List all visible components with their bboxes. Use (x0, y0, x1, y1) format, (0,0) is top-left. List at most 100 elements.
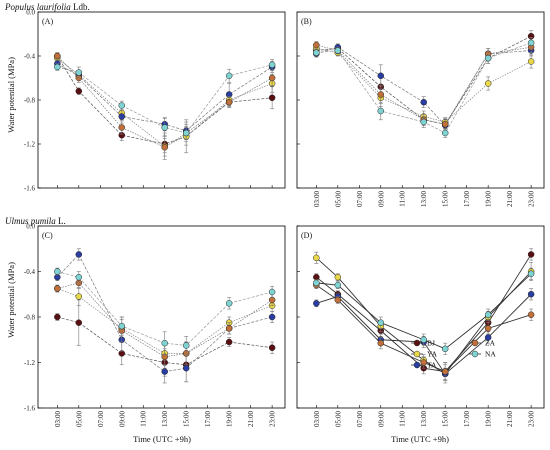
data-point-BJ (225, 338, 233, 346)
series-NA (54, 267, 276, 355)
data-point-NA (268, 288, 276, 296)
panels-group: 0.0 -0.4 -0.8 -1.2 -1.6 (A) Populus laurifolia… (4, 2, 545, 427)
legend-item-ZA: ZA (469, 339, 496, 348)
data-point-TA (527, 291, 535, 298)
x-tick-label: 15:00 (442, 191, 450, 207)
x-tick-label: 23:00 (269, 411, 277, 427)
data-point-NA (527, 39, 535, 47)
legend: BJ YA TA ZA NA (411, 339, 496, 370)
legend-marker (413, 350, 421, 358)
species-name: Populus laurifolia (4, 2, 71, 12)
y-tick-label: -1.2 (24, 141, 36, 149)
data-point-BJ (75, 319, 83, 326)
data-point-ZA (527, 311, 535, 318)
data-point-NA (313, 49, 320, 56)
series-line (316, 254, 532, 373)
y-tick-label: -1.6 (24, 405, 36, 413)
species-heading: Populus laurifolia Ldb. (4, 2, 90, 12)
data-point-TA (377, 72, 385, 80)
y-axis-title-bottom: Water potential (MPa) (6, 262, 16, 338)
data-point-YA (75, 293, 83, 300)
legend-label: ZA (485, 339, 496, 348)
x-tick-label: 15:00 (442, 411, 450, 427)
data-point-ZA (225, 325, 233, 332)
data-point-NA (75, 273, 83, 281)
y-tick-label: -1.6 (24, 185, 36, 193)
data-point-NA (182, 342, 190, 349)
x-tick-label: 19:00 (226, 411, 234, 427)
data-point-ZA (334, 296, 342, 304)
data-point-TA (420, 98, 427, 106)
data-point-ZA (54, 52, 61, 60)
series-NA (313, 36, 535, 138)
data-point-BJ (268, 94, 276, 102)
data-point-ZA (377, 91, 385, 98)
x-tick-label: 17:00 (463, 411, 471, 427)
x-tick-label: 13:00 (161, 411, 169, 427)
data-point-NA (334, 47, 342, 54)
data-point-YA (527, 58, 535, 65)
data-point-NA (54, 63, 61, 71)
y-tick-label: -0.4 (24, 268, 36, 276)
series-ZA (54, 52, 276, 157)
series-NA (54, 58, 276, 140)
data-point-NA (527, 270, 535, 278)
legend-marker (471, 350, 479, 358)
data-point-NA (54, 268, 61, 275)
data-point-YA (313, 254, 320, 262)
y-tick-label: 0.0 (26, 9, 35, 17)
panel-label: (A) (42, 17, 53, 26)
data-point-ZA (313, 41, 320, 49)
x-tick-label: 19:00 (485, 411, 493, 427)
panel-label: (B) (301, 17, 312, 26)
data-point-ZA (377, 339, 385, 347)
data-point-TA (313, 300, 320, 307)
data-point-ZA (161, 144, 168, 151)
data-point-TA (75, 251, 83, 258)
data-point-NA (313, 279, 320, 287)
data-point-NA (420, 118, 427, 126)
panel-frame (37, 225, 286, 409)
x-tick-label: 09:00 (377, 411, 385, 427)
x-tick-label: 07:00 (356, 191, 364, 207)
data-point-TA (268, 313, 276, 321)
x-tick-label: 11:00 (399, 411, 407, 427)
data-point-YA (484, 80, 492, 87)
data-point-YA (334, 273, 342, 281)
data-point-ZA (420, 359, 427, 366)
data-point-NA (161, 339, 168, 347)
data-point-NA (441, 129, 449, 137)
data-point-TA (182, 364, 190, 372)
data-point-NA (161, 124, 168, 131)
x-tick-label: 03:00 (313, 191, 321, 207)
x-tick-label: 09:00 (377, 191, 385, 207)
x-tick-label: 03:00 (54, 411, 62, 427)
x-tick-label: 05:00 (75, 411, 83, 427)
legend-label: TA (427, 361, 437, 370)
data-point-BJ (268, 344, 276, 351)
x-axis-title-left: Time (UTC +9h) (133, 434, 191, 444)
panel-0: 0.0 -0.4 -0.8 -1.2 -1.6 (A) Populus laurifolia… (4, 2, 286, 193)
legend-marker (413, 361, 421, 369)
panel-2: 0.0 -0.4 -0.8 -1.2 -1.6 03:00 05:00 07:00 09:00 1… (5, 216, 286, 427)
legend-item-BJ: BJ (411, 339, 435, 348)
x-tick-label: 19:00 (485, 191, 493, 207)
species-author: L. (56, 216, 66, 226)
data-point-NA (225, 72, 233, 80)
legend-label: NA (485, 350, 496, 359)
x-tick-label: 21:00 (506, 411, 514, 427)
data-point-NA (268, 61, 276, 69)
panel-3: 03:00 05:00 07:00 09:00 11:00 13:00 15:00 17:00… (296, 225, 545, 427)
legend-marker (413, 339, 421, 347)
data-point-TA (484, 334, 492, 341)
panel-1: 03:00 05:00 07:00 09:00 11:00 13:00 15:00 17:00… (296, 11, 545, 207)
series-ZA (313, 281, 535, 382)
legend-item-TA: TA (411, 361, 437, 370)
x-axis-title-right: Time (UTC +9h) (391, 434, 449, 444)
y-tick-label: -1.2 (24, 359, 36, 367)
data-point-BJ (527, 251, 535, 258)
data-point-TA (161, 368, 168, 375)
series-TA (54, 248, 276, 384)
x-tick-label: 13:00 (420, 191, 428, 207)
x-tick-label: 23:00 (528, 411, 536, 427)
